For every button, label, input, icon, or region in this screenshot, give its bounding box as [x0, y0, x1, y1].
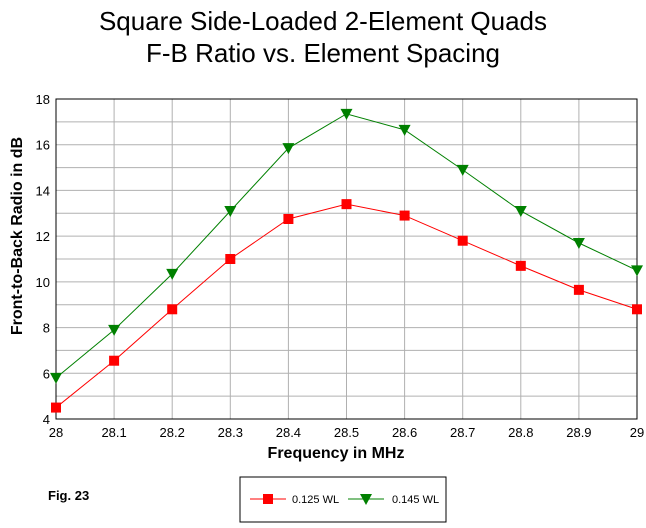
x-tick-label: 28.5 — [334, 425, 359, 440]
data-point — [340, 108, 353, 120]
data-point — [282, 143, 295, 155]
data-point — [632, 304, 642, 315]
data-point — [456, 164, 469, 176]
x-tick-label: 28.4 — [276, 425, 301, 440]
y-tick-label: 18 — [36, 92, 50, 107]
data-point — [50, 372, 62, 384]
legend-entry: 0.125 WL — [250, 494, 339, 506]
y-tick-label: 16 — [36, 138, 50, 153]
y-tick-label: 8 — [43, 321, 50, 336]
data-point — [398, 124, 411, 136]
data-point — [573, 284, 584, 295]
legend: 0.125 WL 0.145 WL — [239, 476, 447, 523]
data-point — [283, 214, 294, 224]
y-tick-label: 4 — [43, 412, 50, 427]
data-point — [515, 260, 526, 271]
y-tick-label: 14 — [36, 183, 50, 198]
grid — [56, 99, 637, 419]
legend-label: 0.145 WL — [392, 494, 439, 506]
series-1 — [51, 199, 642, 413]
x-axis-label: Frequency in MHz — [268, 445, 405, 462]
x-tick-label: 28.1 — [101, 425, 126, 440]
legend-entry: 0.145 WL — [348, 494, 439, 506]
x-tick-label: 28.7 — [450, 425, 475, 440]
chart-title-line-1: Square Side-Loaded 2-Element Quads — [99, 6, 547, 36]
x-tick-label: 28.3 — [218, 425, 243, 440]
data-point — [167, 304, 178, 315]
data-point — [572, 238, 585, 249]
y-axis-label: Front-to-Back Radio in dB — [9, 137, 26, 335]
x-tick-label: 28 — [49, 425, 63, 440]
y-tick-label: 12 — [36, 229, 50, 244]
x-tick-label: 28.9 — [566, 425, 591, 440]
legend-marker — [360, 494, 372, 505]
data-point — [399, 210, 410, 221]
chart-title-line-2: F-B Ratio vs. Element Spacing — [146, 38, 500, 68]
data-point — [224, 206, 237, 217]
x-tick-label: 28.2 — [160, 425, 185, 440]
data-point — [514, 206, 527, 217]
x-tick-label: 28.8 — [508, 425, 533, 440]
y-tick-label: 10 — [36, 275, 50, 290]
data-point — [166, 268, 179, 280]
legend-label: 0.125 WL — [292, 494, 339, 506]
data-point — [457, 235, 468, 246]
data-point — [341, 199, 352, 210]
x-tick-label: 29 — [630, 425, 644, 440]
series-2 — [50, 108, 643, 384]
data-point — [225, 254, 236, 264]
data-point — [109, 355, 120, 366]
series-layer — [50, 108, 643, 413]
plot-frame — [55, 98, 638, 420]
y-tick-label: 6 — [43, 366, 50, 381]
y-axis: 4 6 8 10 12 14 16 18 — [36, 92, 50, 427]
data-point — [51, 402, 61, 413]
legend-marker — [263, 494, 273, 504]
data-point — [108, 324, 121, 336]
x-tick-label: 28.6 — [392, 425, 417, 440]
data-point — [631, 265, 643, 277]
x-axis: 28 28.1 28.2 28.3 28.4 28.5 28.6 28.7 28.8 28.9 29 — [49, 425, 644, 440]
figure-label: Fig. 23 — [48, 488, 89, 503]
